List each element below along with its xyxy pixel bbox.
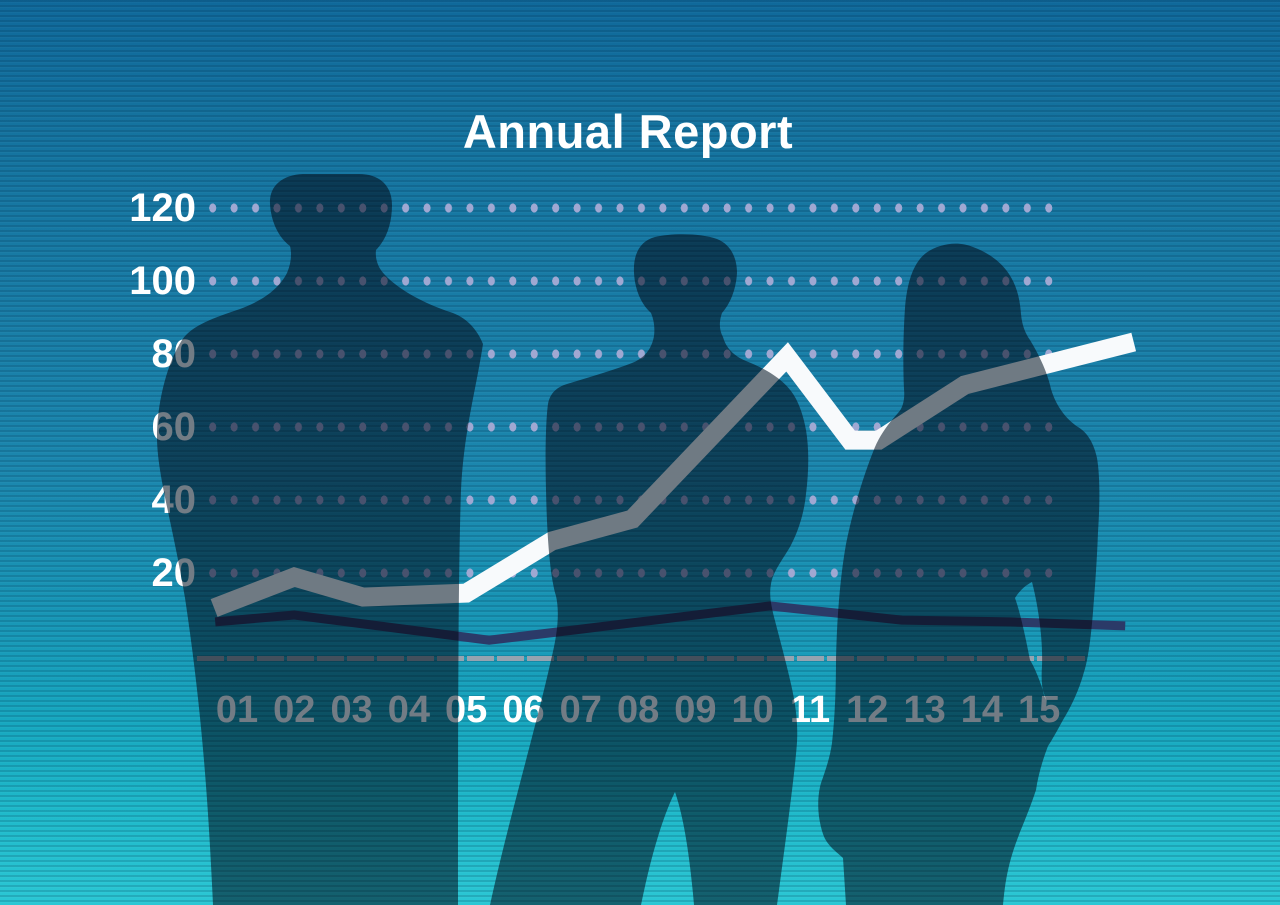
y-axis-label: 120: [129, 186, 196, 230]
gridline-dot-row: [202, 275, 1060, 287]
silhouette-businesswoman-right: [818, 243, 1100, 905]
page-title: Annual Report: [462, 105, 794, 158]
gridline-dot-row: [202, 202, 1060, 214]
silhouette-businessman-left: [156, 174, 483, 905]
y-axis-label: 100: [129, 259, 196, 303]
silhouette-businessman-center: [490, 234, 809, 905]
